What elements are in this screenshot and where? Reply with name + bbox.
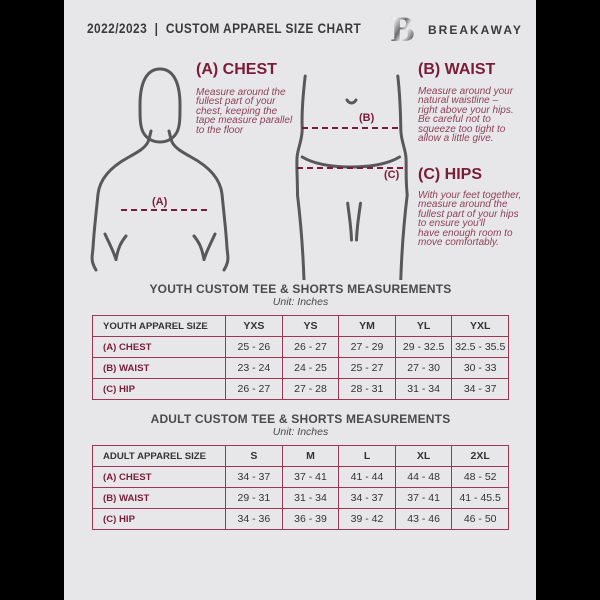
svg-text:B: B: [391, 12, 415, 48]
